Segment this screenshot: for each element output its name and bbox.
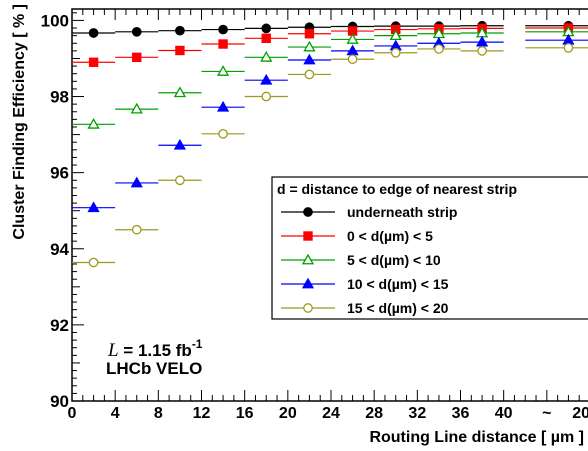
legend-title: d = distance to edge of nearest strip bbox=[277, 181, 517, 197]
x-tick-label: 12 bbox=[193, 405, 211, 422]
experiment-label: LHCb VELO bbox=[106, 359, 202, 378]
series-0 bbox=[72, 20, 588, 38]
x-tick-label: 32 bbox=[408, 405, 426, 422]
x-tick-label: 20 bbox=[279, 405, 297, 422]
data-point bbox=[131, 26, 142, 37]
data-point bbox=[261, 33, 271, 44]
data-point bbox=[260, 51, 273, 62]
data-point bbox=[218, 24, 228, 35]
data-point bbox=[88, 57, 99, 67]
x-tick-label: 40 bbox=[495, 405, 513, 422]
x-tick-label: 24 bbox=[322, 405, 340, 422]
data-point bbox=[303, 53, 316, 65]
legend-label: 0 < d(µm) < 5 bbox=[347, 228, 433, 244]
data-point bbox=[434, 44, 444, 54]
series-3 bbox=[72, 33, 588, 213]
y-tick-label: 100 bbox=[41, 11, 69, 30]
data-point bbox=[175, 45, 185, 56]
data-point bbox=[216, 65, 230, 76]
x-tick-label: 28 bbox=[365, 405, 383, 422]
data-point bbox=[88, 257, 99, 268]
data-point bbox=[390, 47, 401, 58]
series-2 bbox=[72, 25, 588, 129]
data-point bbox=[218, 39, 228, 49]
data-point bbox=[304, 69, 315, 80]
x-tick-label: 8 bbox=[154, 405, 163, 422]
data-point bbox=[132, 52, 142, 63]
data-point bbox=[87, 201, 100, 213]
x-tick-label: 16 bbox=[236, 405, 254, 422]
y-tick-label: 98 bbox=[50, 88, 69, 107]
y-tick-label: 92 bbox=[50, 316, 69, 335]
data-point bbox=[175, 25, 185, 36]
legend-marker bbox=[303, 207, 313, 217]
data-point bbox=[304, 29, 315, 39]
data-point bbox=[218, 128, 228, 139]
x-tick-label: 36 bbox=[452, 405, 470, 422]
data-point bbox=[347, 54, 358, 65]
data-point bbox=[175, 175, 185, 186]
legend-label: 10 < d(µm) < 15 bbox=[347, 276, 449, 292]
legend-marker bbox=[301, 277, 315, 289]
data-point bbox=[130, 176, 143, 188]
luminosity-exponent: -1 bbox=[192, 337, 203, 351]
data-point bbox=[303, 40, 316, 52]
y-tick-label: 96 bbox=[50, 164, 69, 183]
x-tick-label: 2000 bbox=[572, 405, 588, 422]
data-point bbox=[562, 33, 575, 45]
data-point bbox=[130, 102, 143, 114]
data-point bbox=[88, 28, 99, 38]
data-point bbox=[389, 29, 402, 41]
x-axis-title: Routing Line distance [ µm ] bbox=[369, 429, 584, 446]
data-point bbox=[216, 100, 230, 112]
data-point bbox=[261, 91, 272, 102]
x-tick-label: 4 bbox=[111, 405, 120, 422]
legend-marker bbox=[303, 303, 313, 313]
y-tick-label: 94 bbox=[50, 240, 69, 259]
data-point bbox=[475, 35, 489, 47]
legend-label: 15 < d(µm) < 20 bbox=[347, 300, 449, 316]
data-point bbox=[87, 118, 100, 129]
luminosity-symbol: L bbox=[107, 340, 119, 361]
x-tick-label: ~ bbox=[542, 405, 551, 422]
data-point bbox=[346, 33, 359, 44]
data-point bbox=[563, 42, 574, 53]
legend-label: underneath strip bbox=[347, 204, 457, 220]
data-point bbox=[131, 224, 142, 235]
y-axis-title: Cluster Finding Efficiency [ % ] bbox=[11, 4, 28, 240]
data-point bbox=[173, 138, 187, 150]
luminosity-value: = 1.15 fb bbox=[119, 341, 192, 360]
legend-label: 5 < d(µm) < 10 bbox=[347, 252, 441, 268]
luminosity-annotation: L = 1.15 fb-1 bbox=[107, 337, 203, 361]
data-point bbox=[261, 23, 272, 34]
y-tick-label: 90 bbox=[50, 392, 69, 411]
data-point bbox=[260, 73, 273, 85]
legend: d = distance to edge of nearest strip un… bbox=[271, 176, 588, 320]
legend-box bbox=[271, 176, 588, 320]
data-point bbox=[477, 46, 487, 56]
legend-marker bbox=[301, 253, 315, 265]
legend-marker bbox=[303, 231, 313, 241]
data-point bbox=[173, 86, 187, 98]
x-tick-label: 0 bbox=[68, 405, 77, 422]
data-point bbox=[346, 44, 359, 56]
series-4 bbox=[72, 42, 588, 268]
